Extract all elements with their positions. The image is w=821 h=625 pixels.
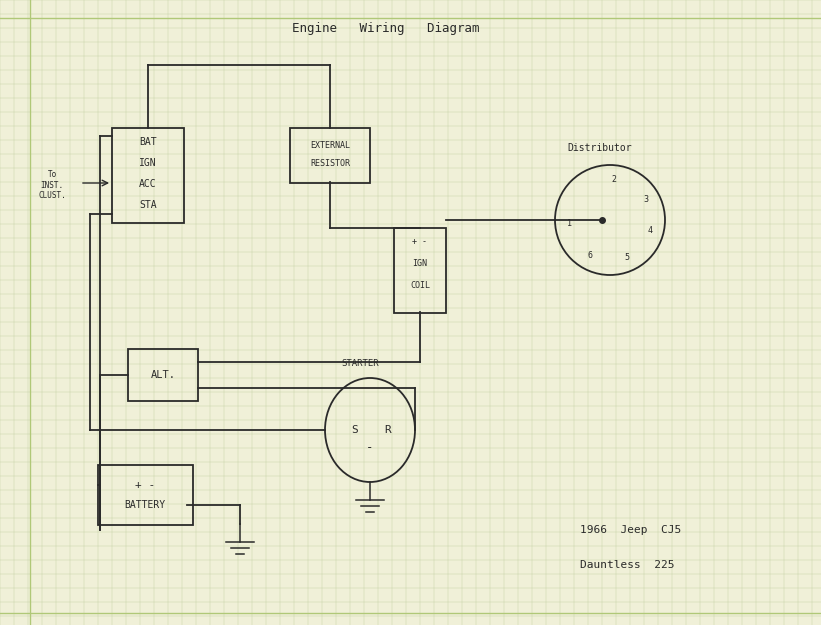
Text: + -: + - xyxy=(412,238,428,246)
Text: To
INST.
CLUST.: To INST. CLUST. xyxy=(38,170,66,200)
Text: EXTERNAL: EXTERNAL xyxy=(310,141,350,149)
Text: ACC: ACC xyxy=(140,179,157,189)
Text: Engine   Wiring   Diagram: Engine Wiring Diagram xyxy=(292,22,479,35)
Text: ALT.: ALT. xyxy=(150,370,176,380)
Bar xyxy=(112,128,184,223)
Text: COIL: COIL xyxy=(410,281,430,291)
Text: RESISTOR: RESISTOR xyxy=(310,159,350,168)
Text: 4: 4 xyxy=(647,226,652,235)
Bar xyxy=(394,228,446,313)
Text: -: - xyxy=(366,441,374,454)
Text: + -: + - xyxy=(135,480,155,490)
Text: 2: 2 xyxy=(611,174,616,184)
Text: 6: 6 xyxy=(587,251,592,260)
Text: BAT: BAT xyxy=(140,137,157,147)
Text: 1: 1 xyxy=(566,219,571,228)
Text: STARTER: STARTER xyxy=(342,359,378,368)
Bar xyxy=(98,465,193,525)
Text: BATTERY: BATTERY xyxy=(125,500,166,510)
Text: 1966  Jeep  CJ5: 1966 Jeep CJ5 xyxy=(580,525,681,535)
Bar xyxy=(128,349,198,401)
Text: STA: STA xyxy=(140,200,157,210)
Text: 5: 5 xyxy=(625,253,630,262)
Text: S: S xyxy=(351,425,359,435)
Text: Dauntless  225: Dauntless 225 xyxy=(580,560,675,570)
Text: IGN: IGN xyxy=(412,259,428,269)
Bar xyxy=(290,128,370,183)
Text: IGN: IGN xyxy=(140,158,157,168)
Text: 3: 3 xyxy=(643,195,648,204)
Text: Distributor: Distributor xyxy=(567,143,632,153)
Text: R: R xyxy=(384,425,392,435)
